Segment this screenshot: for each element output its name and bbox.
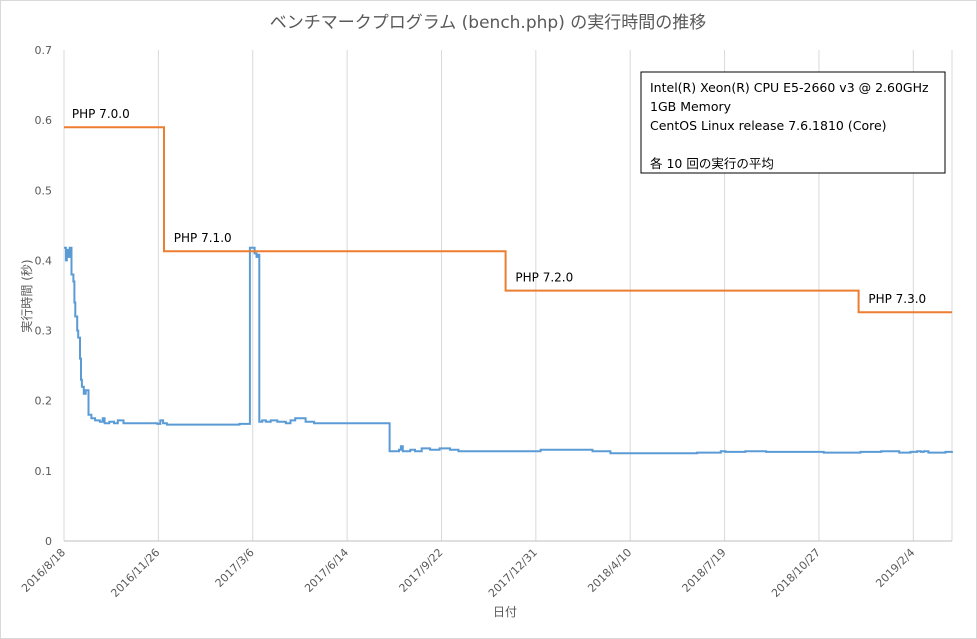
x-tick-label: 2016/8/18 xyxy=(19,546,68,595)
y-tick-label: 0.6 xyxy=(35,114,53,127)
y-axis-title: 実行時間 (秒) xyxy=(19,259,34,332)
y-tick-label: 0.2 xyxy=(35,395,53,408)
x-tick-label: 2018/7/19 xyxy=(680,546,729,595)
y-tick-label: 0.7 xyxy=(35,44,53,57)
y-tick-label: 0.1 xyxy=(35,465,53,478)
note-line: 各 10 回の実行の平均 xyxy=(650,156,774,171)
annotation-label: PHP 7.2.0 xyxy=(515,270,573,284)
x-axis-title: 日付 xyxy=(493,605,517,619)
x-tick-label: 2017/6/14 xyxy=(302,546,351,595)
x-tick-label: 2016/11/26 xyxy=(108,546,162,600)
series-line-1 xyxy=(64,126,952,314)
note-line: 1GB Memory xyxy=(650,99,732,114)
x-tick-label: 2017/9/22 xyxy=(397,546,446,595)
y-tick-label: 0.3 xyxy=(35,325,53,338)
chart-title: ベンチマークプログラム (bench.php) の実行時間の推移 xyxy=(270,13,706,33)
x-tick-label: 2018/4/10 xyxy=(585,546,634,595)
note-line: CentOS Linux release 7.6.1810 (Core) xyxy=(650,118,887,133)
annotation-label: PHP 7.1.0 xyxy=(174,231,232,245)
x-tick-label: 2017/3/6 xyxy=(213,546,257,590)
x-tick-label: 2019/2/4 xyxy=(873,546,917,590)
y-tick-label: 0.5 xyxy=(35,184,53,197)
note-box xyxy=(640,71,946,174)
x-tick-label: 2018/10/27 xyxy=(769,546,823,600)
y-tick-label: 0.4 xyxy=(35,254,53,267)
series-line-0 xyxy=(64,246,953,455)
x-tick-label: 2017/12/31 xyxy=(486,546,540,600)
y-tick-label: 0 xyxy=(45,535,52,548)
note-line: Intel(R) Xeon(R) CPU E5-2660 v3 @ 2.60GH… xyxy=(650,80,929,95)
annotation-label: PHP 7.0.0 xyxy=(72,107,130,121)
annotation-label: PHP 7.3.0 xyxy=(868,292,926,306)
